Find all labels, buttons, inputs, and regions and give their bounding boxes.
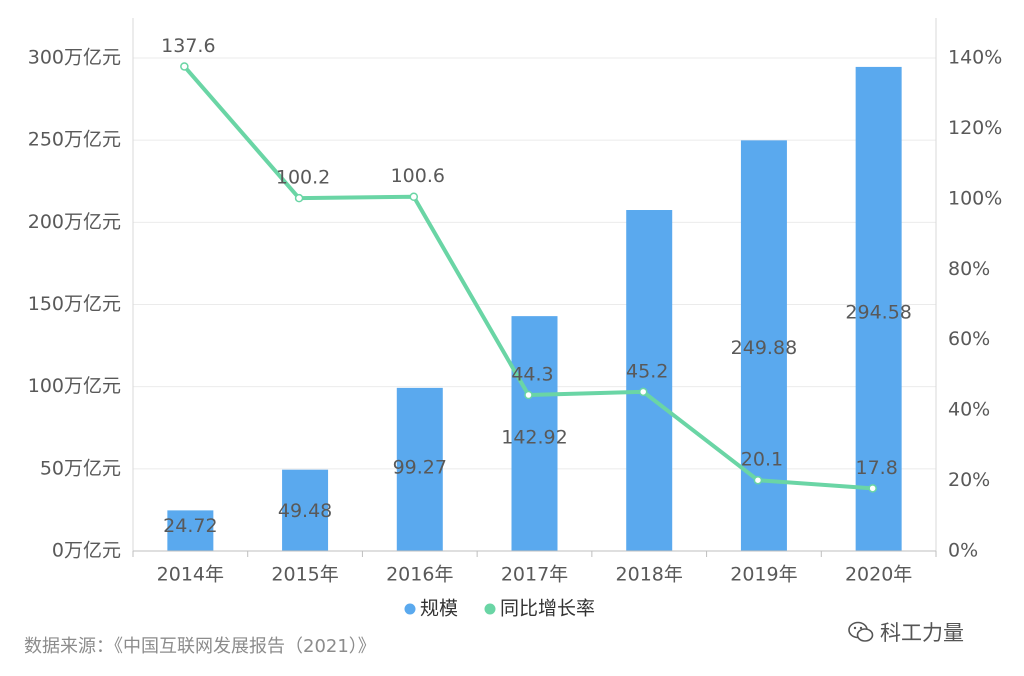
bar-data-label: 99.27	[393, 456, 447, 478]
legend-label-bar: 规模	[420, 598, 458, 620]
line-data-label: 45.2	[626, 360, 668, 382]
legend-marker-line	[484, 603, 496, 615]
wechat-icon	[848, 621, 874, 642]
bar-data-label: 49.48	[278, 500, 332, 522]
y-right-tick-label: 140%	[948, 47, 1002, 69]
line-data-label: 17.8	[855, 457, 897, 479]
y-left-tick-label: 50万亿元	[40, 457, 121, 479]
line-point	[753, 475, 763, 485]
y-left-tick-label: 0万亿元	[52, 540, 121, 562]
bar-data-label: 142.92	[501, 427, 567, 449]
watermark: 科工力量	[848, 616, 964, 648]
y-right-tick-label: 40%	[948, 399, 990, 421]
x-tick-label: 2017年	[501, 564, 568, 586]
line-point	[524, 390, 533, 400]
line-data-label: 100.6	[391, 165, 445, 187]
bar	[167, 510, 214, 551]
y-right-tick-label: 60%	[948, 328, 990, 350]
y-right-tick-label: 20%	[948, 469, 990, 491]
x-tick-label: 2014年	[157, 564, 224, 586]
y-right-tick-label: 80%	[948, 258, 990, 280]
line-data-label: 137.6	[161, 35, 215, 57]
line-point	[409, 192, 419, 201]
y-left-tick-label: 100万亿元	[28, 375, 121, 397]
bar-data-label: 294.58	[845, 301, 911, 323]
watermark-text: 科工力量	[880, 621, 964, 645]
y-left-tick-label: 250万亿元	[28, 129, 121, 151]
x-tick-label: 2018年	[616, 564, 683, 586]
y-left-tick-label: 200万亿元	[28, 211, 121, 233]
x-tick-label: 2016年	[386, 564, 453, 586]
bar	[626, 210, 673, 551]
y-right-tick-label: 0%	[948, 540, 978, 562]
bar	[396, 387, 443, 551]
line-point	[638, 387, 648, 397]
line-point	[868, 484, 877, 493]
line-data-label: 44.3	[511, 364, 553, 386]
line-point	[294, 193, 304, 203]
line-point	[180, 62, 189, 71]
legend-label-line: 同比增长率	[500, 598, 595, 620]
x-tick-label: 2015年	[271, 564, 338, 586]
bar	[855, 66, 902, 552]
legend-marker-bar	[404, 603, 416, 615]
line-data-label: 20.1	[741, 449, 783, 471]
bar-data-label: 24.72	[163, 515, 217, 537]
bar	[511, 316, 558, 551]
y-right-tick-label: 120%	[948, 117, 1002, 139]
y-left-tick-label: 300万亿元	[28, 47, 121, 69]
x-tick-label: 2020年	[845, 564, 912, 586]
bar	[282, 469, 329, 551]
line-data-label: 100.2	[276, 167, 330, 189]
bar-data-label: 249.88	[731, 337, 797, 359]
source-note: 数据来源：《中国互联网发展报告（2021）》	[24, 636, 376, 657]
x-tick-label: 2019年	[730, 564, 797, 586]
y-right-tick-label: 100%	[948, 187, 1002, 209]
y-left-tick-label: 150万亿元	[28, 293, 121, 315]
